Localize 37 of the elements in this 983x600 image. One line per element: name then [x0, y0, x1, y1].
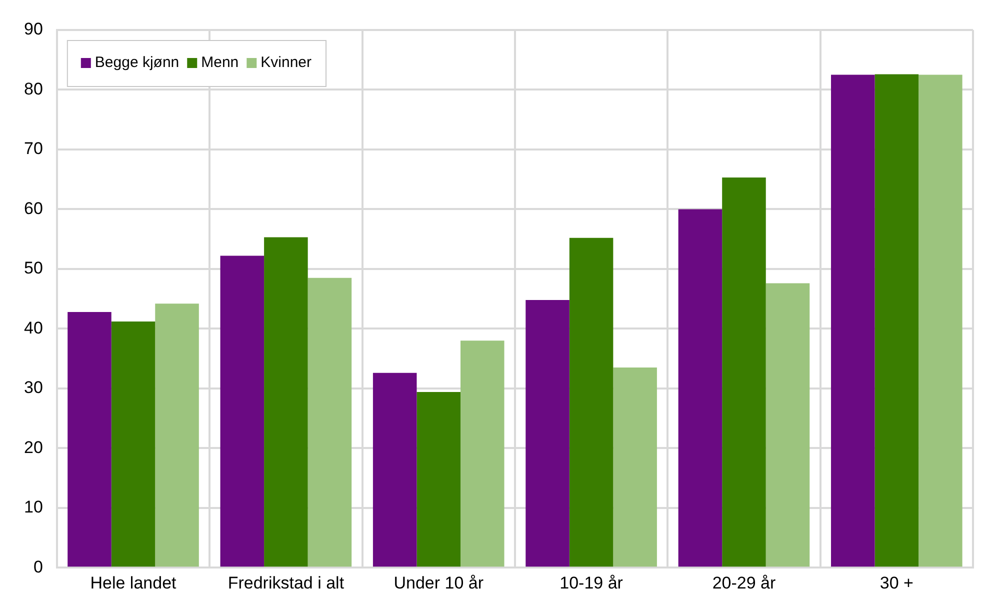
bar: [722, 178, 766, 567]
bar: [918, 74, 962, 567]
bar: [678, 209, 722, 567]
x-tick-label: 30 +: [880, 573, 914, 592]
bar: [68, 312, 112, 567]
bar: [372, 372, 417, 567]
bar: [831, 74, 875, 567]
bar: [766, 283, 810, 567]
bar: [416, 392, 460, 567]
bar: [111, 322, 156, 567]
bar: [220, 256, 264, 567]
y-tick-label: 90: [24, 20, 43, 39]
x-tick-label: Hele landet: [90, 573, 177, 592]
x-tick-label: Fredrikstad i alt: [228, 573, 344, 592]
bar: [460, 340, 504, 567]
bar: [155, 304, 199, 567]
x-tick-label: 20-29 år: [712, 573, 776, 592]
x-tick-label: Under 10 år: [394, 573, 484, 592]
bar: [308, 278, 352, 567]
y-tick-label: 10: [24, 498, 43, 517]
bar: [613, 367, 657, 567]
y-tick-label: 30: [24, 378, 43, 398]
y-tick-label: 40: [24, 318, 43, 338]
y-tick-label: 50: [24, 258, 43, 278]
legend-label: Menn: [201, 54, 239, 72]
y-tick-label: 80: [24, 79, 43, 98]
bar: [264, 237, 308, 567]
y-tick-label: 60: [24, 198, 43, 218]
x-tick-label: 10-19 år: [560, 573, 624, 592]
bar: [569, 238, 614, 567]
legend-label: Begge kjønn: [94, 54, 180, 72]
y-tick-label: 20: [24, 438, 43, 457]
legend-label: Kvinner: [260, 54, 312, 72]
bar: [526, 300, 570, 567]
y-tick-label: 70: [24, 139, 43, 158]
bar: [874, 74, 919, 567]
y-tick-label: 0: [33, 557, 43, 576]
